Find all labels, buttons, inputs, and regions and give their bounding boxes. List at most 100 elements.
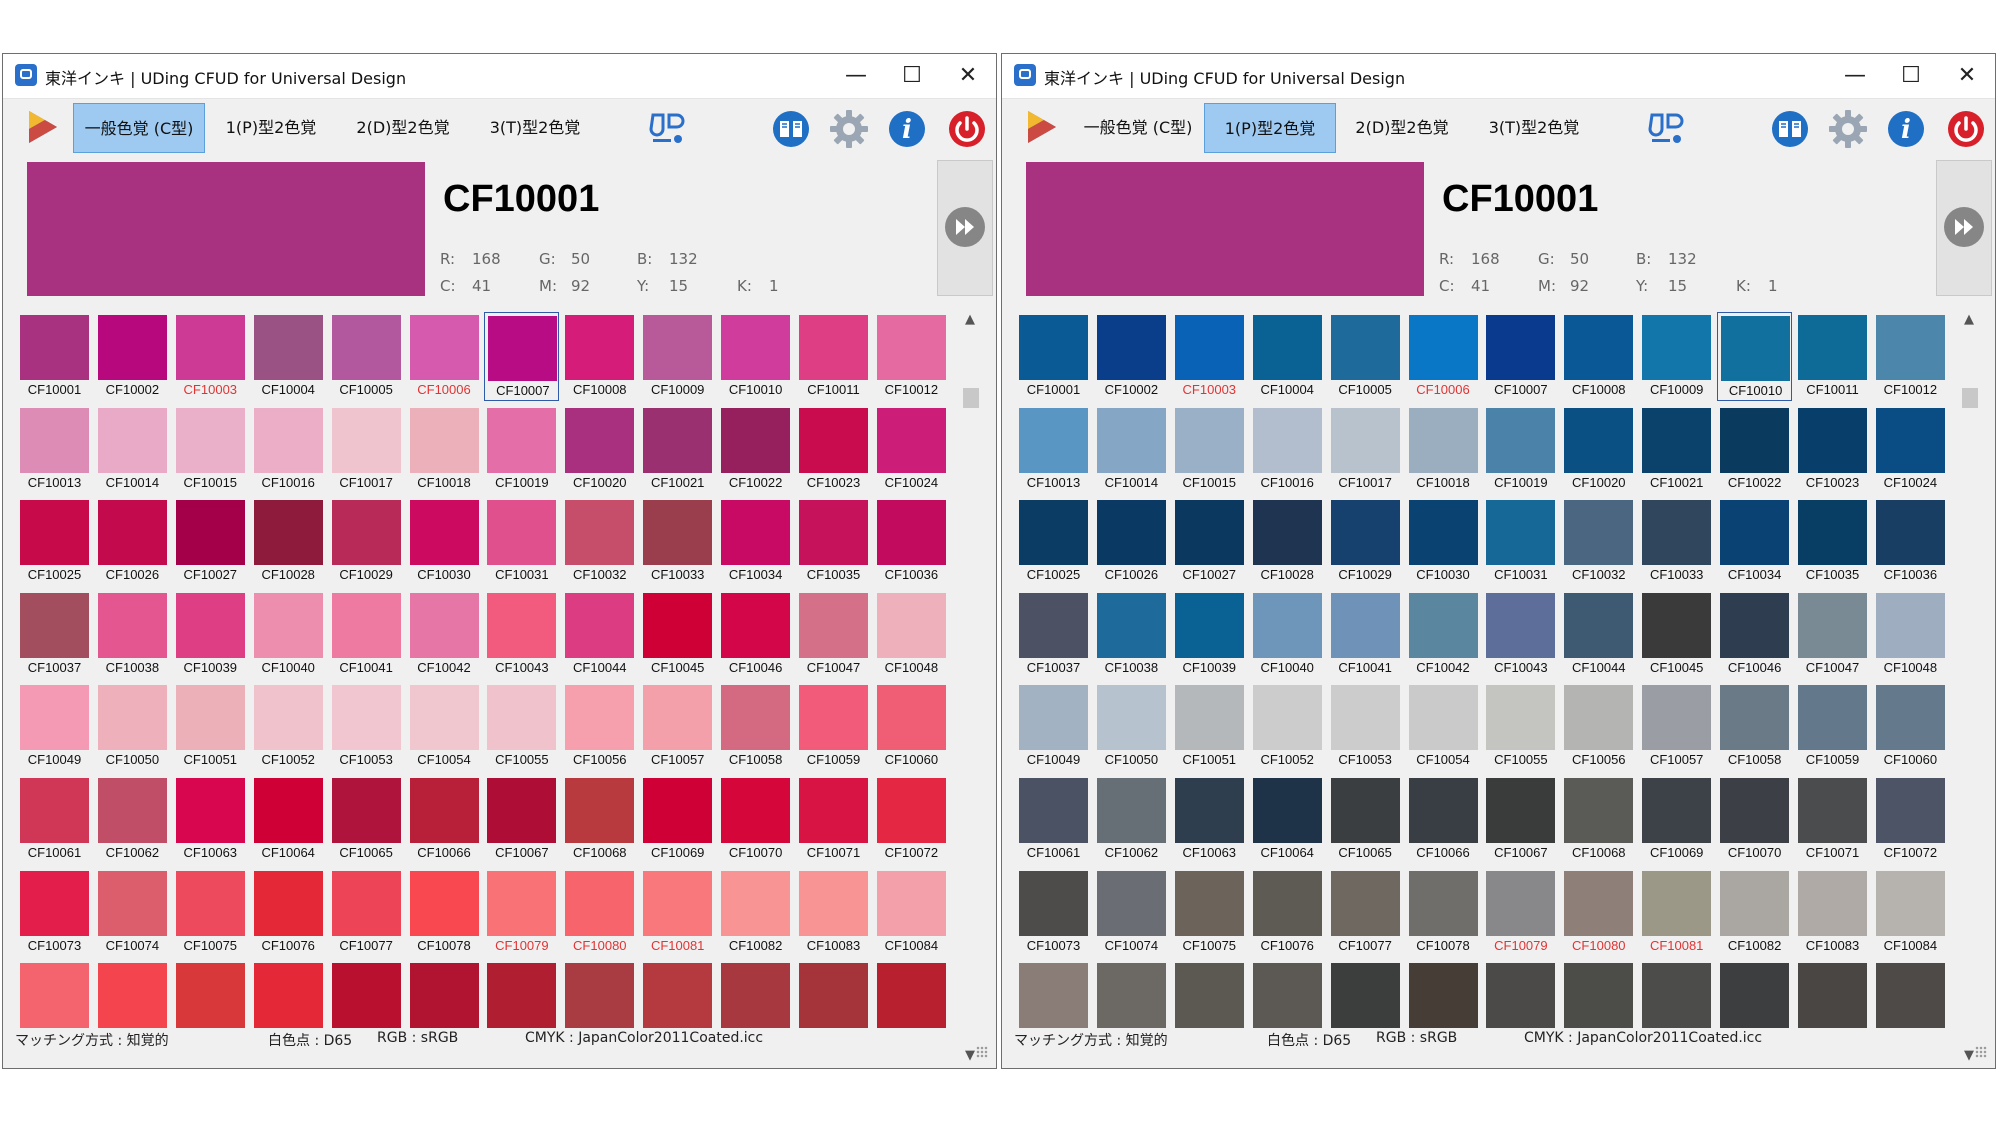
book-icon[interactable]: [1770, 109, 1810, 149]
color-swatch[interactable]: CF10022: [718, 405, 793, 494]
color-swatch[interactable]: CF10071: [796, 775, 871, 864]
color-swatch[interactable]: CF10058: [718, 682, 793, 771]
color-swatch[interactable]: [1250, 960, 1325, 1049]
color-swatch[interactable]: [562, 960, 637, 1049]
color-swatch[interactable]: CF10053: [1328, 682, 1403, 771]
color-swatch[interactable]: CF10015: [173, 405, 248, 494]
color-swatch[interactable]: CF10035: [1795, 497, 1870, 586]
gear-icon[interactable]: [829, 109, 869, 149]
color-swatch[interactable]: CF10002: [1094, 312, 1169, 401]
color-swatch[interactable]: CF10082: [1717, 868, 1792, 957]
color-swatch[interactable]: CF10066: [1406, 775, 1481, 864]
color-swatch[interactable]: CF10083: [796, 868, 871, 957]
color-swatch[interactable]: CF10008: [562, 312, 637, 401]
color-swatch[interactable]: CF10020: [562, 405, 637, 494]
color-swatch[interactable]: CF10053: [329, 682, 404, 771]
color-swatch[interactable]: CF10076: [1250, 868, 1325, 957]
color-swatch[interactable]: CF10020: [1561, 405, 1636, 494]
color-swatch[interactable]: CF10059: [1795, 682, 1870, 771]
color-swatch[interactable]: CF10082: [718, 868, 793, 957]
color-swatch[interactable]: CF10029: [329, 497, 404, 586]
color-swatch[interactable]: CF10045: [1639, 590, 1714, 679]
color-swatch[interactable]: CF10078: [407, 868, 482, 957]
info-icon[interactable]: i: [1886, 109, 1926, 149]
color-swatch[interactable]: CF10077: [329, 868, 404, 957]
grid-scrollbar[interactable]: ▲ ▼: [1958, 312, 1980, 1068]
color-swatch[interactable]: [1795, 960, 1870, 1049]
uding-logo-icon[interactable]: [647, 109, 687, 149]
color-swatch[interactable]: CF10049: [1016, 682, 1091, 771]
power-icon[interactable]: [947, 109, 987, 149]
tab-c-type[interactable]: 一般色覚 (C型): [73, 103, 205, 153]
color-swatch[interactable]: [718, 960, 793, 1049]
color-swatch[interactable]: CF10037: [1016, 590, 1091, 679]
color-swatch[interactable]: CF10040: [1250, 590, 1325, 679]
tab-d-type[interactable]: 2(D)型2色覚: [1355, 118, 1449, 137]
color-swatch[interactable]: [1483, 960, 1558, 1049]
color-swatch[interactable]: CF10069: [640, 775, 715, 864]
color-swatch[interactable]: CF10009: [640, 312, 715, 401]
color-swatch[interactable]: CF10059: [796, 682, 871, 771]
color-swatch[interactable]: [173, 960, 248, 1049]
color-swatch[interactable]: CF10024: [1873, 405, 1948, 494]
color-swatch[interactable]: CF10021: [1639, 405, 1714, 494]
color-swatch[interactable]: CF10080: [562, 868, 637, 957]
color-swatch[interactable]: CF10016: [1250, 405, 1325, 494]
color-swatch[interactable]: CF10062: [1094, 775, 1169, 864]
color-swatch[interactable]: CF10019: [484, 405, 559, 494]
color-swatch[interactable]: CF10002: [95, 312, 170, 401]
color-swatch[interactable]: CF10028: [1250, 497, 1325, 586]
color-swatch[interactable]: CF10078: [1406, 868, 1481, 957]
tab-p-type[interactable]: 1(P)型2色覚: [225, 118, 317, 137]
color-swatch[interactable]: CF10066: [407, 775, 482, 864]
tab-t-type[interactable]: 3(T)型2色覚: [489, 118, 581, 137]
color-swatch[interactable]: [1639, 960, 1714, 1049]
color-swatch[interactable]: CF10017: [329, 405, 404, 494]
uding-logo-icon[interactable]: [1646, 109, 1686, 149]
color-swatch[interactable]: CF10048: [874, 590, 949, 679]
color-swatch[interactable]: CF10042: [407, 590, 482, 679]
scroll-down-icon[interactable]: ▼: [965, 1048, 975, 1063]
color-swatch[interactable]: CF10023: [796, 405, 871, 494]
color-swatch[interactable]: CF10041: [329, 590, 404, 679]
color-swatch[interactable]: CF10065: [1328, 775, 1403, 864]
color-swatch[interactable]: CF10073: [1016, 868, 1091, 957]
color-swatch[interactable]: CF10039: [173, 590, 248, 679]
color-swatch[interactable]: CF10047: [1795, 590, 1870, 679]
next-button[interactable]: [1944, 207, 1984, 247]
color-swatch[interactable]: CF10027: [1172, 497, 1247, 586]
color-swatch[interactable]: CF10073: [17, 868, 92, 957]
color-swatch[interactable]: CF10001: [1016, 312, 1091, 401]
color-swatch[interactable]: CF10068: [562, 775, 637, 864]
color-swatch[interactable]: [484, 960, 559, 1049]
color-swatch[interactable]: CF10011: [1795, 312, 1870, 401]
color-swatch[interactable]: CF10047: [796, 590, 871, 679]
color-swatch[interactable]: CF10013: [1016, 405, 1091, 494]
color-swatch[interactable]: CF10061: [1016, 775, 1091, 864]
color-swatch[interactable]: CF10043: [1483, 590, 1558, 679]
color-swatch[interactable]: CF10009: [1639, 312, 1714, 401]
scroll-thumb[interactable]: [963, 388, 979, 408]
color-swatch[interactable]: CF10010: [1717, 312, 1793, 401]
close-button[interactable]: ✕: [958, 63, 978, 88]
color-swatch[interactable]: CF10042: [1406, 590, 1481, 679]
color-swatch[interactable]: CF10008: [1561, 312, 1636, 401]
power-icon[interactable]: [1946, 109, 1986, 149]
color-swatch[interactable]: CF10050: [95, 682, 170, 771]
book-icon[interactable]: [771, 109, 811, 149]
color-swatch[interactable]: CF10067: [484, 775, 559, 864]
color-swatch[interactable]: CF10004: [1250, 312, 1325, 401]
color-swatch[interactable]: [17, 960, 92, 1049]
color-swatch[interactable]: CF10057: [640, 682, 715, 771]
color-swatch[interactable]: CF10016: [251, 405, 326, 494]
color-swatch[interactable]: CF10043: [484, 590, 559, 679]
maximize-button[interactable]: ☐: [1901, 63, 1921, 88]
color-swatch[interactable]: CF10079: [1483, 868, 1558, 957]
color-swatch[interactable]: CF10056: [1561, 682, 1636, 771]
color-swatch[interactable]: CF10034: [718, 497, 793, 586]
color-swatch[interactable]: CF10063: [1172, 775, 1247, 864]
scroll-up-icon[interactable]: ▲: [965, 312, 975, 327]
gear-icon[interactable]: [1828, 109, 1868, 149]
color-swatch[interactable]: CF10006: [1406, 312, 1481, 401]
color-swatch[interactable]: CF10072: [874, 775, 949, 864]
